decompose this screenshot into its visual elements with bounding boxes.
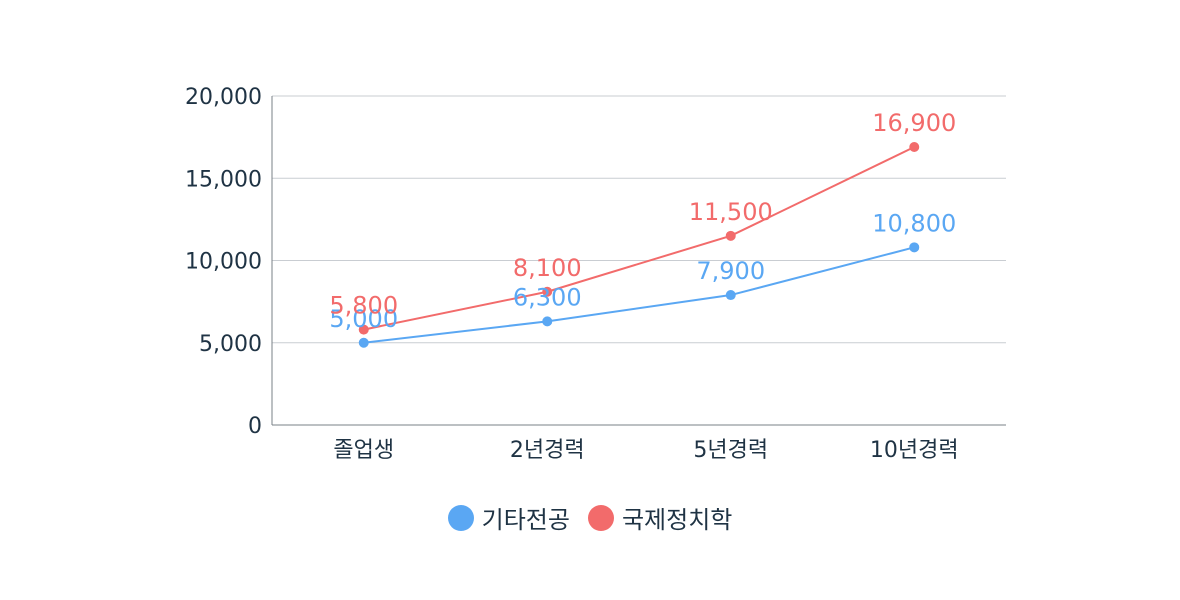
data-label: 6,300 bbox=[513, 283, 582, 311]
data-point bbox=[542, 316, 552, 326]
legend-label: 국제정치학 bbox=[622, 500, 732, 535]
legend-label: 기타전공 bbox=[482, 500, 570, 535]
x-tick-label: 2년경력 bbox=[510, 438, 585, 463]
data-point bbox=[359, 338, 369, 348]
data-point bbox=[909, 142, 919, 152]
legend-dot-icon bbox=[588, 505, 614, 531]
y-tick-labels: 0 5,000 10,000 15,000 20,000 bbox=[185, 85, 262, 439]
y-tick-label: 0 bbox=[248, 414, 262, 439]
data-label: 7,900 bbox=[696, 257, 765, 285]
series-lines bbox=[364, 147, 915, 343]
data-label: 10,800 bbox=[872, 209, 956, 237]
data-point bbox=[909, 242, 919, 252]
legend-item-series-2[interactable]: 국제정치학 bbox=[588, 500, 732, 535]
data-label: 5,800 bbox=[329, 292, 398, 320]
data-point bbox=[726, 231, 736, 241]
y-tick-label: 15,000 bbox=[185, 167, 262, 192]
data-label: 16,900 bbox=[872, 109, 956, 137]
y-tick-label: 10,000 bbox=[185, 250, 262, 275]
x-tick-label: 졸업생 bbox=[333, 438, 394, 463]
data-label: 11,500 bbox=[689, 198, 773, 226]
series-line bbox=[364, 147, 915, 330]
data-point bbox=[726, 290, 736, 300]
y-tick-label: 5,000 bbox=[199, 332, 262, 357]
x-tick-label: 5년경력 bbox=[693, 438, 768, 463]
legend-dot-icon bbox=[448, 505, 474, 531]
line-chart: 0 5,000 10,000 15,000 20,000 졸업생 2년경력 5년경력 10년경… bbox=[0, 0, 1180, 480]
data-labels: 5,0006,3007,90010,8005,8008,10011,50016,… bbox=[329, 109, 956, 333]
y-tick-label: 20,000 bbox=[185, 85, 262, 110]
data-label: 8,100 bbox=[513, 254, 582, 282]
x-tick-labels: 졸업생 2년경력 5년경력 10년경력 bbox=[333, 438, 958, 463]
series-points bbox=[359, 142, 920, 348]
series-line bbox=[364, 247, 915, 342]
legend-item-series-1[interactable]: 기타전공 bbox=[448, 500, 570, 535]
legend: 기타전공 국제정치학 bbox=[0, 500, 1180, 535]
x-tick-label: 10년경력 bbox=[870, 438, 959, 463]
